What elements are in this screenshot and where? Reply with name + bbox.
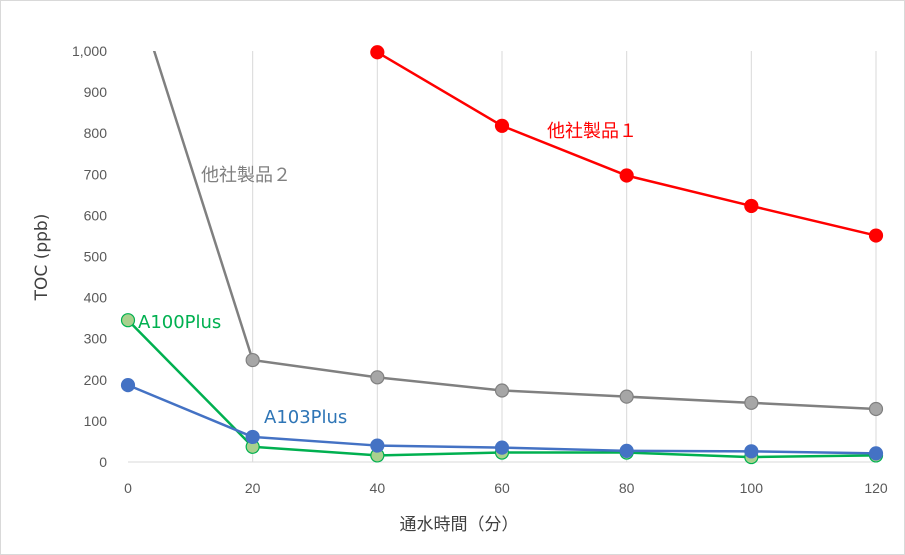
data-point-1: [619, 389, 634, 404]
data-point-3: [494, 440, 510, 455]
series-markers: [120, 45, 884, 465]
series-label-a103plus: A103Plus: [264, 407, 347, 428]
y-tick-label: 600: [84, 207, 108, 223]
x-tick-label: 40: [370, 480, 386, 496]
data-point-0: [868, 228, 884, 243]
x-tick-label: 100: [740, 480, 764, 496]
data-point-3: [744, 444, 759, 459]
data-point-3: [120, 378, 136, 393]
series-label-others-2: 他社製品２: [201, 165, 291, 186]
data-point-3: [245, 429, 260, 445]
data-point-1: [494, 383, 510, 398]
x-axis-title: 通水時間（分）: [400, 515, 519, 535]
data-point-1: [245, 352, 260, 368]
y-tick-label: 100: [84, 413, 108, 429]
x-tick-label: 20: [245, 480, 261, 496]
data-point-3: [370, 438, 385, 453]
x-tick-label: 80: [619, 480, 635, 496]
y-axis-title: TOC (ppb): [32, 214, 52, 302]
data-point-0: [370, 45, 385, 60]
y-tick-label: 700: [84, 166, 108, 182]
x-tick-label: 60: [494, 480, 510, 496]
x-tick-label: 120: [864, 480, 888, 496]
data-point-1: [370, 370, 385, 385]
data-point-0: [619, 168, 634, 183]
y-tick-label: 300: [84, 331, 108, 347]
data-point-2: [120, 313, 136, 328]
y-tick-label: 400: [84, 290, 108, 306]
y-tick-label: 500: [84, 249, 108, 265]
data-point-1: [868, 401, 884, 417]
y-tick-label: 800: [84, 125, 108, 141]
axes: 0 20 40 60 80 100 120 0 100 200 300 400 500 600 700 800…: [72, 43, 888, 496]
gridlines: [252, 51, 877, 462]
data-point-3: [619, 443, 634, 459]
y-tick-label: 1,000: [72, 43, 107, 59]
data-point-3: [868, 446, 884, 461]
y-tick-label: 200: [84, 372, 108, 388]
data-point-0: [744, 198, 759, 214]
labels: 他社製品１ 他社製品２ A100Plus A103Plus 通水時間（分） TO…: [32, 121, 637, 535]
data-point-1: [744, 395, 759, 410]
x-tick-label: 0: [124, 480, 132, 496]
series-label-others-1: 他社製品１: [547, 121, 637, 142]
y-tick-label: 900: [84, 84, 108, 100]
data-point-0: [494, 118, 510, 133]
series-label-a100plus: A100Plus: [138, 312, 221, 333]
y-tick-label: 0: [99, 454, 107, 470]
